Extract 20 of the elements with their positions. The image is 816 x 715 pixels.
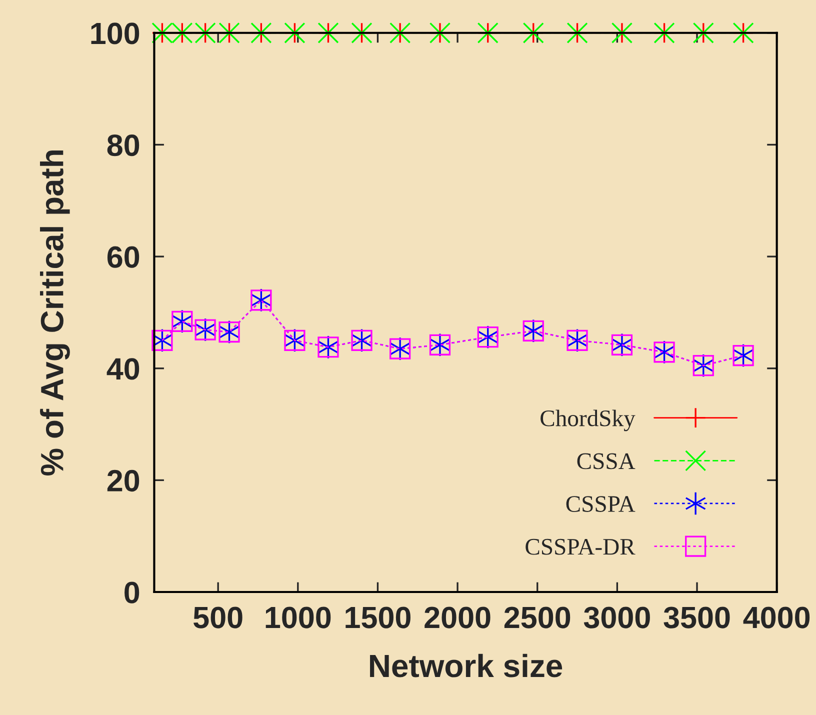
legend-label: CSSPA [566,496,636,512]
legend-label: CSSPA-DR [526,538,636,555]
legend-label: CSSA [577,453,636,470]
x-tick-label: 2500 [504,606,570,628]
y-tick-label: 40 [106,358,140,380]
legend-label: ChordSky [540,410,636,432]
y-tick-label: 100 [91,22,140,44]
y-tick-label: 80 [107,134,140,156]
y-tick-label: 0 [124,582,140,604]
y-tick-label: 60 [107,246,140,268]
x-tick-label: 4000 [743,606,810,628]
x-tick-label: 2000 [424,606,490,628]
x-tick-label: 3000 [584,606,650,628]
x-tick-label: 3500 [664,606,730,628]
y-tick-label: 20 [107,470,140,492]
x-tick-label: 1500 [346,606,410,628]
x-tick-label: 500 [194,606,242,628]
x-axis-title: Network size [370,654,562,678]
x-tick-label: 1000 [266,606,331,628]
y-axis-title: % of Avg Critical path [40,150,70,476]
